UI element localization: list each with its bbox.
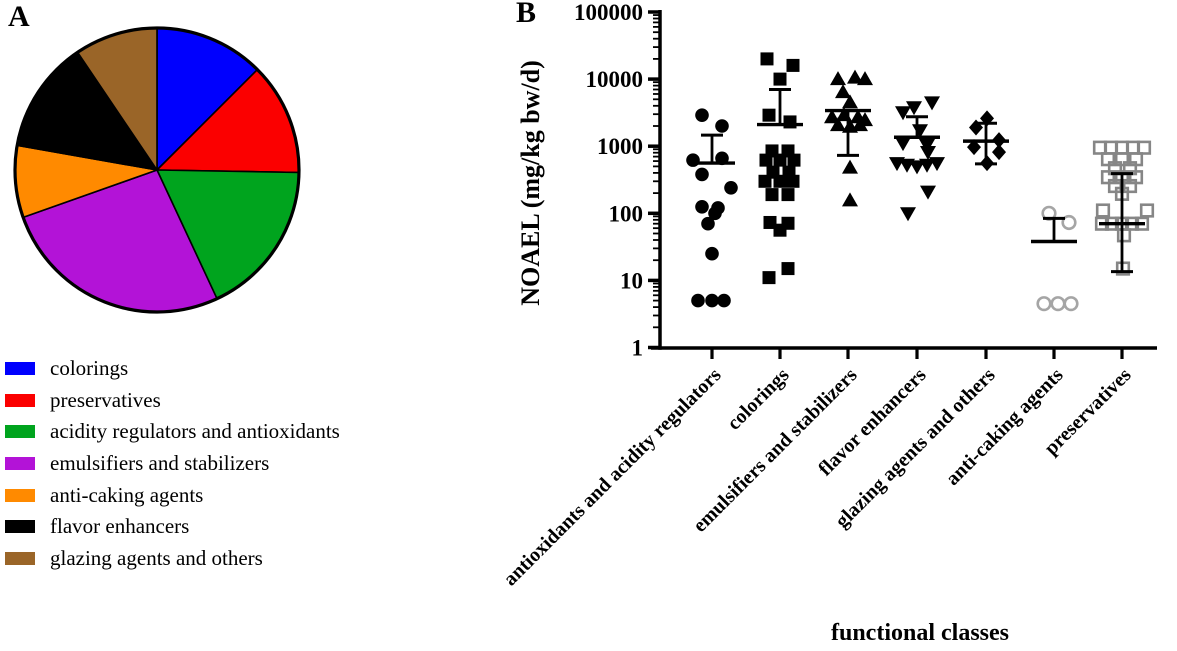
panel-a-label: A (8, 0, 30, 33)
scatter-point (842, 94, 858, 109)
scatter-point (715, 119, 729, 133)
scatter-point (1095, 203, 1111, 218)
scatter-point (992, 144, 1006, 161)
legend-swatch (5, 393, 35, 407)
y-tick-label: 1000 (597, 134, 643, 159)
scatter-point (830, 71, 846, 86)
legend-label: preservatives (50, 387, 161, 412)
scatter-point (708, 206, 722, 221)
scatter-point (773, 72, 787, 86)
y-tick-label: 100 (609, 201, 644, 226)
scatter-point (1122, 178, 1138, 194)
y-tick-label: 10 (620, 268, 643, 293)
x-category-label: colorings (723, 364, 794, 435)
legend-item: acidity regulators and antioxidants (5, 416, 340, 448)
legend-swatch (5, 551, 35, 565)
scatter-point (900, 207, 916, 222)
scatter-point (857, 71, 873, 86)
scatter-point (830, 117, 846, 132)
scatter-point (895, 106, 911, 121)
legend-label: emulsifiers and stabilizers (50, 451, 270, 476)
legend-item: preservatives (5, 385, 340, 417)
legend-item: emulsifiers and stabilizers (5, 448, 340, 480)
scatter-point (1063, 296, 1079, 312)
legend-label: glazing agents and others (50, 545, 263, 570)
scatter-point (773, 153, 787, 167)
legend-swatch (5, 362, 35, 376)
scatter-point (762, 271, 776, 285)
scatter-point (773, 223, 787, 237)
legend-label: colorings (50, 356, 129, 381)
scatter-point (786, 174, 800, 188)
scatter-point (705, 246, 719, 261)
scatter-point (787, 153, 801, 167)
legend-swatch (5, 457, 35, 471)
scatter-point (1116, 228, 1132, 243)
scatter-point (781, 262, 795, 276)
legend-label: flavor enhancers (50, 514, 190, 539)
scatter-point (724, 180, 738, 195)
legend-item: flavor enhancers (5, 511, 340, 543)
x-axis-title: functional classes (830, 620, 1010, 646)
x-category-label: anti-caking agents (942, 364, 1068, 490)
scatter-point (717, 293, 731, 308)
scatter-point (842, 192, 858, 207)
scatter-point (909, 160, 925, 175)
scatter-point (705, 293, 719, 308)
x-category-label: antioxidants and acidity regulators (499, 364, 725, 590)
scatter-point (765, 188, 779, 202)
y-tick-label: 10000 (586, 67, 644, 92)
scatter-point (695, 108, 709, 122)
scatter-point (786, 58, 800, 72)
legend-item: colorings (5, 353, 340, 385)
scatter-point (763, 215, 777, 229)
scatter-point (920, 185, 936, 200)
scatter-point (758, 174, 772, 188)
scatter-point (924, 96, 940, 111)
legend-item: anti-caking agents (5, 479, 340, 511)
legend-label: acidity regulators and antioxidants (50, 419, 340, 444)
scatter-point (759, 153, 773, 167)
pie-outline (13, 26, 301, 314)
legend-swatch (5, 425, 35, 439)
y-tick-label: 100000 (574, 0, 643, 25)
scatter-point (691, 293, 705, 308)
legend-item: glazing agents and others (5, 543, 340, 575)
scatter-point (773, 174, 787, 188)
scatter-point (695, 167, 709, 182)
scatter-point (783, 115, 797, 129)
scatter-point (852, 117, 868, 132)
scatter-point (762, 108, 776, 122)
scatter-point (842, 159, 858, 174)
scatter-point (686, 153, 700, 167)
scatter-point (895, 137, 911, 152)
scatter-point (695, 199, 709, 214)
scatter-point (781, 188, 795, 202)
scatter-point (1139, 203, 1155, 218)
legend-label: anti-caking agents (50, 482, 204, 507)
y-tick-label: 1 (632, 336, 644, 361)
scatter-point (906, 101, 922, 116)
scatter-point (824, 109, 840, 124)
panel-b-label: B (516, 0, 537, 29)
y-axis-title: NOAEL (mg/kg bw/d) (516, 60, 545, 306)
scatter-point (1136, 140, 1152, 155)
scatter-point (1050, 296, 1066, 312)
legend-swatch (5, 520, 35, 534)
scatter-point (920, 145, 936, 160)
pie-legend: colorings preservatives acidity regulato… (5, 353, 340, 574)
legend-swatch (5, 488, 35, 502)
scatter-point (701, 216, 715, 231)
scatter-point (760, 52, 774, 66)
scatter-point (919, 158, 935, 173)
scatter-point (1061, 214, 1077, 231)
scatter-point (847, 69, 863, 84)
scatter-point (1036, 296, 1052, 312)
scatter-point (929, 157, 945, 172)
scatter-point (835, 84, 851, 99)
scatter-point (967, 139, 981, 156)
